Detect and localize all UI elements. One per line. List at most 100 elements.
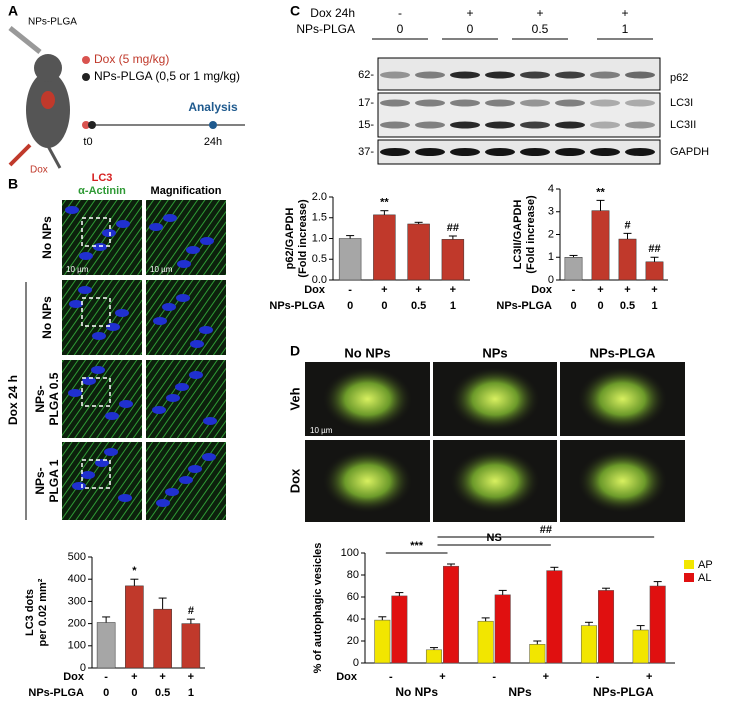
bar	[591, 210, 610, 281]
nucleus	[81, 471, 95, 479]
group-label: NPs-PLGA	[593, 685, 654, 699]
bar	[391, 595, 408, 664]
y-tick-label: 200	[68, 618, 86, 630]
group-label: No NPs	[395, 685, 438, 699]
band	[625, 99, 655, 107]
band	[450, 99, 480, 107]
blot-row-label: 0	[467, 22, 474, 36]
bar	[96, 622, 116, 669]
row-label: Veh	[287, 387, 302, 410]
nucleus	[203, 417, 217, 425]
bracket-label: NS	[487, 532, 502, 544]
nucleus	[202, 453, 216, 461]
x-row-label: +	[624, 284, 630, 296]
stain-red: LC3	[92, 172, 113, 184]
x-row-label: 1	[188, 687, 194, 699]
band	[380, 121, 410, 129]
band-label: LC3II	[670, 119, 696, 131]
bar	[181, 623, 201, 669]
nucleus	[92, 332, 106, 340]
nucleus	[68, 389, 82, 397]
bar	[443, 565, 460, 664]
y-tick-label: 60	[347, 591, 359, 603]
band	[415, 148, 445, 156]
bar	[618, 238, 637, 281]
y-tick-label: 0.5	[312, 253, 327, 265]
nucleus	[116, 220, 130, 228]
legend-dox: Dox (5 mg/kg)	[94, 52, 169, 66]
band	[520, 99, 550, 107]
nucleus	[65, 206, 79, 214]
x-row-label: 0.5	[620, 300, 635, 312]
x-row-name: Dox	[304, 284, 326, 296]
x-row-label: 0.5	[155, 687, 170, 699]
nucleus	[190, 340, 204, 348]
nucleus	[102, 229, 116, 237]
y-tick-label: 1	[548, 251, 554, 263]
zoom-box	[81, 459, 111, 489]
micrograph	[62, 442, 142, 520]
micrograph	[146, 360, 226, 438]
blot-lc3	[377, 92, 661, 138]
group-label: NPs	[508, 685, 532, 699]
band	[625, 148, 655, 156]
panel-label: C	[290, 3, 300, 19]
band-label: LC3I	[670, 97, 693, 109]
y-tick-label: 2.0	[312, 191, 327, 203]
bar	[338, 238, 362, 281]
panel-label: D	[290, 343, 300, 359]
bar	[645, 261, 664, 281]
group-label: Dox 24 h	[6, 375, 20, 425]
legend-nps: NPs-PLGA (0,5 or 1 mg/kg)	[94, 69, 240, 83]
x-row-label: 0	[131, 687, 137, 699]
nucleus	[163, 214, 177, 222]
band	[555, 99, 585, 107]
y-tick-label: 500	[68, 551, 86, 563]
x-row-name: NPs-PLGA	[269, 300, 325, 312]
x-row-name: Dox	[531, 284, 553, 296]
x-row-label: -	[596, 671, 600, 683]
band	[625, 71, 655, 79]
nucleus	[166, 394, 180, 402]
mw-marker: 37-	[358, 146, 374, 158]
x-row-label: 0.5	[411, 300, 426, 312]
band	[415, 71, 445, 79]
x-row-label: +	[439, 671, 445, 683]
panel-a: NPs-PLGA Dox Dox (5 mg/kg) NPs-PLGA (0,5…	[8, 17, 245, 176]
blot-row-label: +	[536, 6, 543, 20]
band	[520, 148, 550, 156]
scale-label: 10 µm	[66, 265, 89, 274]
bracket-label: ***	[410, 540, 424, 552]
x-row-name: NPs-PLGA	[28, 687, 84, 699]
significance: ##	[648, 243, 660, 255]
x-row-label: 1	[450, 300, 456, 312]
bar	[407, 223, 430, 281]
y-tick-label: 3	[548, 206, 554, 218]
y-axis-label: per 0.02 mm²	[37, 578, 49, 646]
bar	[153, 608, 172, 669]
blot-row-name: NPs-PLGA	[296, 22, 355, 36]
cell	[450, 449, 540, 513]
t0-dot	[82, 121, 90, 129]
band	[485, 148, 515, 156]
nucleus	[189, 371, 203, 379]
band	[485, 99, 515, 107]
y-tick-label: 0.0	[312, 274, 327, 286]
legend-swatch	[684, 573, 694, 582]
x-row-label: +	[651, 284, 657, 296]
nucleus	[175, 383, 189, 391]
bar	[494, 594, 511, 664]
blot-row-label: 1	[622, 22, 629, 36]
mouse-head	[34, 54, 62, 82]
x-row-name: Dox	[63, 671, 85, 683]
y-axis-label: p62/GAPDH	[284, 208, 296, 270]
nucleus	[91, 366, 105, 374]
blot-row-label: +	[621, 6, 628, 20]
band	[415, 99, 445, 107]
row-label: Dox	[287, 468, 302, 493]
y-axis-label: (Fold increase)	[525, 195, 537, 274]
panel-b: LC3 α-Actinin Magnification Dox 24 h No …	[6, 172, 226, 520]
panel-label: A	[8, 3, 18, 19]
x-row-label: 0	[570, 300, 576, 312]
heart	[41, 91, 55, 109]
